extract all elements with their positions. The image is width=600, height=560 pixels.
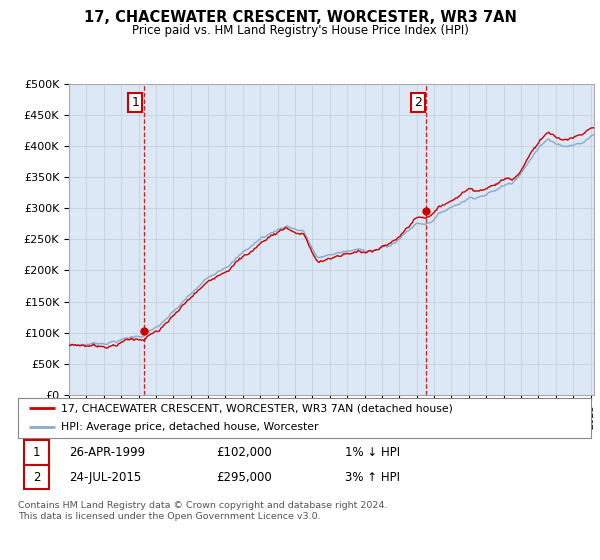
Text: 2: 2 xyxy=(33,470,40,484)
Text: 26-APR-1999: 26-APR-1999 xyxy=(69,446,145,459)
Text: Price paid vs. HM Land Registry's House Price Index (HPI): Price paid vs. HM Land Registry's House … xyxy=(131,24,469,36)
Text: £295,000: £295,000 xyxy=(216,470,272,484)
Text: HPI: Average price, detached house, Worcester: HPI: Average price, detached house, Worc… xyxy=(61,422,319,432)
Text: Contains HM Land Registry data © Crown copyright and database right 2024.
This d: Contains HM Land Registry data © Crown c… xyxy=(18,501,388,521)
Text: £102,000: £102,000 xyxy=(216,446,272,459)
Text: 17, CHACEWATER CRESCENT, WORCESTER, WR3 7AN: 17, CHACEWATER CRESCENT, WORCESTER, WR3 … xyxy=(83,10,517,25)
Text: 1: 1 xyxy=(33,446,40,459)
Text: 3% ↑ HPI: 3% ↑ HPI xyxy=(345,470,400,484)
Text: 1: 1 xyxy=(131,96,139,109)
Text: 1% ↓ HPI: 1% ↓ HPI xyxy=(345,446,400,459)
Text: 17, CHACEWATER CRESCENT, WORCESTER, WR3 7AN (detached house): 17, CHACEWATER CRESCENT, WORCESTER, WR3 … xyxy=(61,404,453,413)
Text: 2: 2 xyxy=(414,96,422,109)
Text: 24-JUL-2015: 24-JUL-2015 xyxy=(69,470,141,484)
